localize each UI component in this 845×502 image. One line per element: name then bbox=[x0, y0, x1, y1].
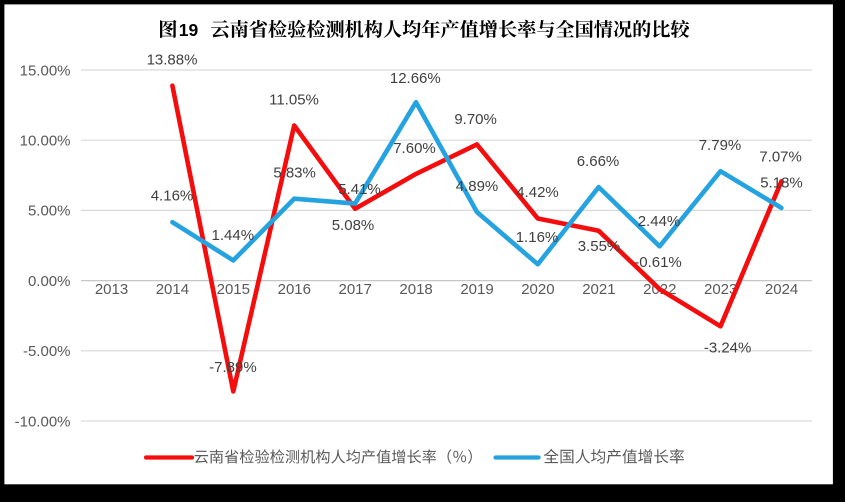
svg-text:2020: 2020 bbox=[521, 281, 554, 298]
svg-text:2015: 2015 bbox=[217, 281, 250, 298]
svg-text:2013: 2013 bbox=[95, 281, 128, 298]
svg-text:1.16%: 1.16% bbox=[516, 229, 559, 246]
svg-text:5.83%: 5.83% bbox=[273, 164, 316, 181]
svg-text:2021: 2021 bbox=[582, 281, 615, 298]
svg-text:2017: 2017 bbox=[339, 281, 372, 298]
svg-text:6.66%: 6.66% bbox=[577, 153, 620, 170]
svg-text:-0.61%: -0.61% bbox=[634, 254, 682, 271]
svg-text:15.00%: 15.00% bbox=[20, 62, 71, 79]
svg-text:5.00%: 5.00% bbox=[28, 203, 71, 220]
svg-text:-3.24%: -3.24% bbox=[704, 340, 752, 357]
svg-text:13.88%: 13.88% bbox=[147, 52, 198, 69]
svg-text:-10.00%: -10.00% bbox=[15, 413, 71, 430]
svg-text:3.55%: 3.55% bbox=[578, 238, 621, 255]
svg-text:5.41%: 5.41% bbox=[338, 181, 381, 198]
svg-text:19: 19 bbox=[179, 20, 199, 40]
svg-text:2.44%: 2.44% bbox=[638, 213, 681, 230]
svg-text:2023: 2023 bbox=[704, 281, 737, 298]
svg-text:2018: 2018 bbox=[399, 281, 432, 298]
svg-text:12.66%: 12.66% bbox=[390, 70, 441, 87]
svg-text:4.42%: 4.42% bbox=[516, 184, 559, 201]
svg-text:10.00%: 10.00% bbox=[20, 133, 71, 150]
svg-text:2019: 2019 bbox=[460, 281, 493, 298]
svg-text:7.07%: 7.07% bbox=[759, 149, 802, 166]
svg-text:9.70%: 9.70% bbox=[454, 111, 497, 128]
svg-text:-5.00%: -5.00% bbox=[23, 343, 71, 360]
svg-text:11.05%: 11.05% bbox=[269, 92, 319, 109]
svg-text:5.08%: 5.08% bbox=[332, 217, 375, 234]
svg-text:1.44%: 1.44% bbox=[212, 227, 255, 244]
svg-text:0.00%: 0.00% bbox=[28, 273, 71, 290]
svg-text:2014: 2014 bbox=[156, 281, 189, 298]
svg-text:2016: 2016 bbox=[278, 281, 311, 298]
svg-text:4.89%: 4.89% bbox=[456, 178, 499, 195]
svg-text:4.16%: 4.16% bbox=[151, 188, 194, 205]
svg-text:2024: 2024 bbox=[765, 281, 798, 298]
svg-text:5.18%: 5.18% bbox=[760, 175, 803, 192]
svg-text:7.79%: 7.79% bbox=[699, 137, 742, 154]
svg-text:-7.89%: -7.89% bbox=[209, 359, 257, 376]
svg-text:7.60%: 7.60% bbox=[393, 140, 436, 157]
